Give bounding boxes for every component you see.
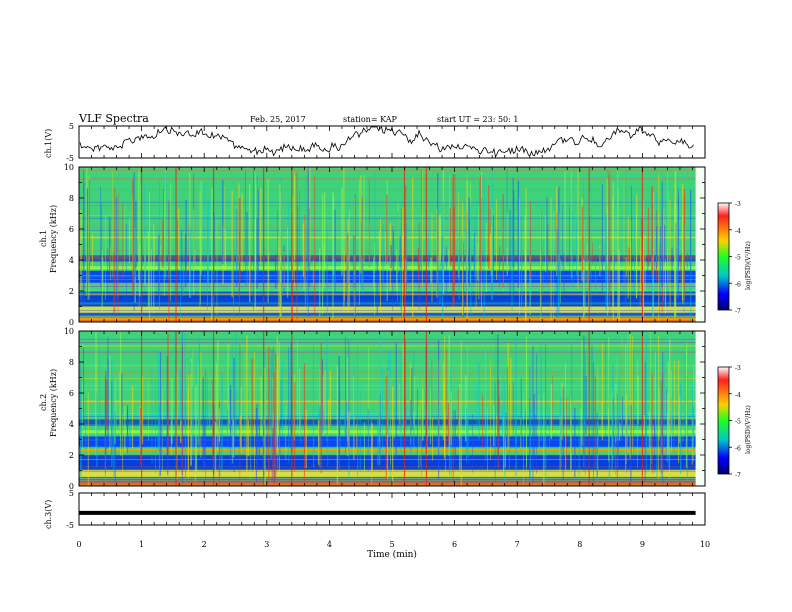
x-tick-label: 4 (327, 540, 332, 549)
ch2-spectrogram-ylabel-line1: ch.2 (39, 394, 48, 411)
ch1-spectrogram-ylabel-line2: Frequency (kHz) (49, 205, 58, 273)
x-axis-label: Time (min) (367, 549, 417, 560)
spectral-band (79, 312, 705, 316)
ch1-waveform-line (79, 126, 694, 158)
colorbar-tick-label: -7 (735, 472, 741, 479)
y-tick-label: -5 (66, 521, 74, 530)
colorbar-tick-label: -3 (735, 201, 741, 208)
x-tick-label: 7 (515, 540, 520, 549)
colorbar-tick-label: -4 (735, 392, 741, 399)
no-data-region (695, 167, 705, 322)
x-tick-label: 3 (264, 540, 269, 549)
y-tick-label: 8 (69, 358, 74, 367)
ch1-colorbar: -3 -4 -5 -6 -7 log(PSD)(V²/Hz) (717, 201, 752, 315)
colorbar-tick-label: -6 (735, 281, 741, 288)
x-tick-label: 0 (76, 540, 81, 549)
spectral-band (79, 306, 705, 313)
y-tick-label: 10 (64, 327, 74, 336)
x-tick-label: 5 (389, 540, 394, 549)
station-label: station= KAP (343, 115, 397, 124)
ch1-waveform-ylabel: ch.1(V) (44, 129, 53, 158)
colorbar-tick-label: -6 (735, 445, 741, 452)
colorbar-tick-label: -4 (735, 228, 741, 235)
spectral-band (79, 266, 705, 270)
x-tick-label: 9 (640, 540, 645, 549)
y-tick-label: 2 (69, 451, 74, 460)
figure-title: VLF Spectra (79, 112, 149, 125)
no-data-region (695, 331, 705, 486)
x-tick-label: 6 (452, 540, 457, 549)
colorbar-tick-label: -3 (735, 365, 741, 372)
start-time-label: start UT = 23: 50: 1 (437, 115, 519, 124)
ch2-spectrogram-image (79, 331, 705, 486)
x-tick-label: 2 (202, 540, 207, 549)
x-tick-label: 8 (577, 540, 582, 549)
y-tick-label: 8 (69, 194, 74, 203)
y-tick-label: 0 (69, 482, 74, 491)
colorbar-tick-label: -5 (735, 255, 741, 262)
ch2-spectrogram-panel (78, 330, 706, 487)
y-tick-label: 5 (69, 489, 74, 498)
date-label: Feb. 25, 2017 (250, 115, 306, 124)
x-tick-label: 10 (700, 540, 710, 549)
y-tick-label: 10 (64, 163, 74, 172)
ch1-spectrogram-ylabel-line1: ch.1 (39, 230, 48, 247)
ch3-waveform-ylabel: ch.3(V) (44, 500, 53, 529)
y-tick-label: 0 (69, 318, 74, 327)
ch2-colorbar: -3 -4 -5 -6 -7 log(PSD)(V²/Hz) (717, 365, 752, 479)
spectral-band (79, 236, 705, 239)
ch1-colorbar-label: log(PSD)(V²/Hz) (745, 241, 752, 290)
x-tick-label: 1 (139, 540, 144, 549)
y-tick-label: 4 (69, 420, 74, 429)
y-tick-label: 5 (69, 122, 74, 131)
colorbar-tick-label: -5 (735, 419, 741, 426)
y-tick-label: -5 (66, 154, 74, 163)
ch2-spectrogram-ylabel-line2: Frequency (kHz) (49, 369, 58, 437)
y-tick-label: 4 (69, 256, 74, 265)
ch2-colorbar-label: log(PSD)(V²/Hz) (745, 405, 752, 454)
colorbar-tick-label: -7 (735, 308, 741, 315)
y-tick-label: 6 (69, 389, 74, 398)
ch1-spectrogram-panel (78, 166, 706, 323)
y-tick-label: 6 (69, 225, 74, 234)
y-tick-label: 2 (69, 287, 74, 296)
